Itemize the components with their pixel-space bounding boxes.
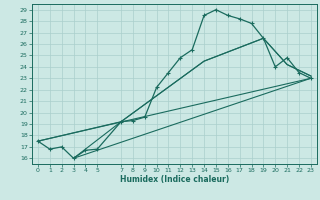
X-axis label: Humidex (Indice chaleur): Humidex (Indice chaleur): [120, 175, 229, 184]
